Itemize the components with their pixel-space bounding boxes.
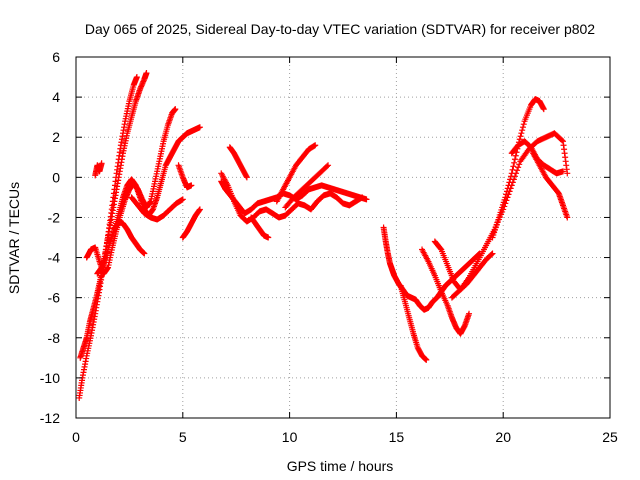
data-point <box>508 170 515 177</box>
data-point <box>517 133 524 140</box>
series-arc-6 <box>128 194 186 223</box>
y-tick-label: -8 <box>48 330 61 346</box>
y-tick-label: 4 <box>52 89 60 105</box>
y-tick-label: 2 <box>52 129 60 145</box>
data-point <box>179 196 186 203</box>
series-arc-13 <box>226 144 250 181</box>
series-arc-11 <box>218 170 366 225</box>
x-tick-label: 25 <box>602 429 618 445</box>
data-point <box>488 251 495 258</box>
y-tick-label: -2 <box>48 209 61 225</box>
data-point <box>265 234 272 241</box>
data-point <box>172 106 179 113</box>
chart-title: Day 065 of 2025, Sidereal Day-to-day VTE… <box>85 21 595 37</box>
y-tick-label: 0 <box>52 169 60 185</box>
x-tick-label: 10 <box>282 429 298 445</box>
data-point <box>141 250 148 257</box>
data-point <box>502 194 509 201</box>
series-arc-17 <box>397 282 430 363</box>
data-point <box>489 250 496 257</box>
data-point <box>506 179 513 186</box>
x-axis-label: GPS time / hours <box>287 458 394 474</box>
data-point <box>564 214 571 221</box>
data-point <box>516 161 523 168</box>
series-arc-20 <box>448 130 571 301</box>
series-arc-23 <box>530 150 571 221</box>
data-point <box>325 162 332 169</box>
data-point <box>466 310 473 317</box>
data-point <box>507 173 514 180</box>
data-point <box>143 70 150 77</box>
series-arc-7 <box>179 206 203 241</box>
x-tick-label: 20 <box>495 429 511 445</box>
data-point <box>512 152 519 159</box>
data-point <box>511 159 518 166</box>
axis-ticks: 0 5 10 15 20 25 -12 -10 -8 -6 -4 -2 0 2 4 6 <box>40 49 618 445</box>
series-arc-9 <box>175 162 195 191</box>
series-arc-12 <box>248 214 272 241</box>
series-arc-8 <box>92 160 105 179</box>
data-point <box>312 142 319 149</box>
y-tick-label: -4 <box>48 250 61 266</box>
x-tick-label: 15 <box>389 429 405 445</box>
y-tick-label: -12 <box>40 410 60 426</box>
series-arc-14 <box>273 142 319 205</box>
data-point <box>133 74 140 81</box>
data-point <box>363 196 370 203</box>
data-point <box>188 182 195 189</box>
data-point <box>519 124 526 131</box>
data-point <box>564 170 571 177</box>
y-tick-label: 6 <box>52 49 60 65</box>
x-tick-label: 0 <box>72 429 80 445</box>
data-point <box>505 182 512 189</box>
data-point <box>423 356 430 363</box>
series-arc-21 <box>489 96 547 241</box>
series-arc-2 <box>77 70 150 361</box>
data-point <box>323 163 330 170</box>
data-point <box>510 163 517 170</box>
series-arc-5 <box>111 124 203 233</box>
y-axis-label: SDTVAR / TECUs <box>6 182 22 294</box>
series-arc-4 <box>94 218 148 277</box>
data-point <box>98 160 105 167</box>
x-tick-label: 5 <box>179 429 187 445</box>
data-point <box>511 156 518 163</box>
y-tick-label: -6 <box>48 290 61 306</box>
series-arc-18 <box>419 246 473 337</box>
data-point <box>503 191 510 198</box>
data-point <box>518 130 525 137</box>
series-arc-15 <box>282 162 332 211</box>
data-point <box>196 206 203 213</box>
data-point <box>558 137 565 144</box>
data-point <box>507 176 514 183</box>
data-point <box>519 127 526 134</box>
data-point <box>509 166 516 173</box>
data-point <box>560 168 567 175</box>
data-point <box>437 245 444 252</box>
data-point <box>516 136 523 143</box>
data-point <box>520 121 527 128</box>
data-point <box>504 185 511 192</box>
data-point <box>503 188 510 195</box>
data-points <box>76 70 571 401</box>
data-point <box>515 164 522 171</box>
series-arc-3 <box>83 106 179 277</box>
plot-frame <box>75 56 611 419</box>
data-point <box>359 194 366 201</box>
y-tick-label: -10 <box>40 370 60 386</box>
data-point <box>243 174 250 181</box>
data-point <box>196 124 203 131</box>
data-point <box>540 106 547 113</box>
